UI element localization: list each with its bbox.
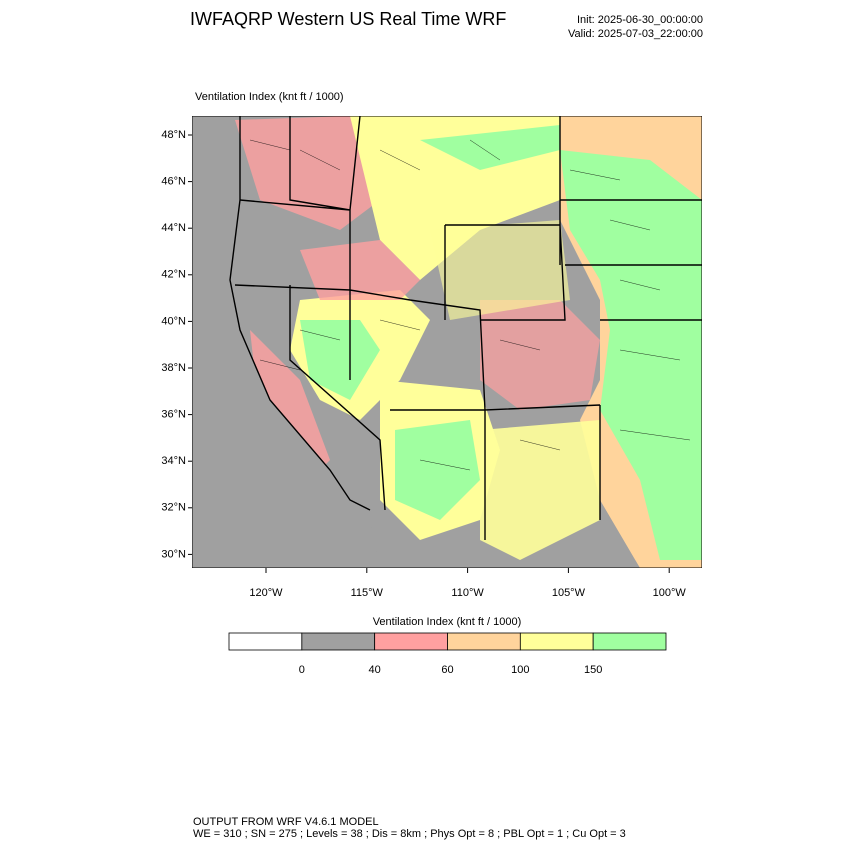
colorbar-tick-label: 60 [441, 664, 453, 676]
lon-label: 105°W [552, 587, 586, 599]
colorbar-box [519, 632, 594, 651]
colorbar-tick-label: 100 [511, 664, 529, 676]
map-label: Ventilation Index (knt ft / 1000) [195, 91, 344, 103]
lat-label: 40°N [161, 315, 186, 327]
footer-line: WE = 310 ; SN = 275 ; Levels = 38 ; Dis … [193, 828, 626, 840]
lat-label: 30°N [161, 548, 186, 560]
lon-label: 110°W [451, 587, 484, 599]
lat-label: 44°N [161, 222, 186, 234]
lat-label: 42°N [161, 269, 186, 281]
colorbar-box [592, 632, 667, 651]
colorbar-title: Ventilation Index (knt ft / 1000) [373, 616, 522, 628]
colorbar-box [301, 632, 376, 651]
colorbar-tick-label: 40 [369, 664, 381, 676]
colorbar-box [228, 632, 303, 651]
lat-label: 34°N [161, 455, 186, 467]
map [192, 116, 702, 568]
lat-label: 32°N [161, 502, 186, 514]
lat-label: 48°N [161, 129, 186, 141]
valid-time: Valid: 2025-07-03_22:00:00 [568, 28, 703, 40]
init-time: Init: 2025-06-30_00:00:00 [577, 14, 703, 26]
colorbar-box [374, 632, 448, 651]
lon-label: 120°W [249, 587, 283, 599]
title: IWFAQRP Western US Real Time WRF [190, 9, 506, 29]
lat-label: 38°N [161, 362, 186, 374]
colorbar-box [447, 632, 521, 651]
lon-label: 100°W [653, 587, 687, 599]
lat-label: 36°N [161, 409, 186, 421]
lat-label: 46°N [161, 176, 186, 188]
footer-line: OUTPUT FROM WRF V4.6.1 MODEL [193, 816, 379, 828]
lon-label: 115°W [351, 587, 384, 599]
colorbar-tick-label: 150 [584, 664, 602, 676]
colorbar-tick-label: 0 [299, 664, 305, 676]
